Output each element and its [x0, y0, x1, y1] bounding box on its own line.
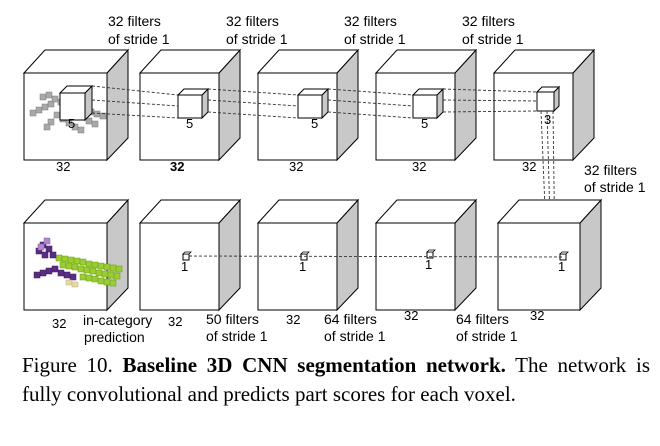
network-diagram: 32 filters of stride 1 32 filters of str… [22, 13, 646, 345]
bottom-size-label-3: 32 [286, 312, 300, 327]
connector-filter-label-b: of stride 1 [584, 179, 646, 195]
top-filter-label-2b: of stride 1 [226, 31, 288, 47]
top-filter-label-4b: of stride 1 [462, 31, 524, 47]
bottom-size-label-1: 32 [52, 316, 66, 331]
figure-caption: Figure 10. Baseline 3D CNN segmentation … [22, 351, 650, 409]
prediction-label-a: in-category [83, 312, 152, 328]
top-projection-lines [91, 85, 538, 119]
top-kernel-2 [176, 87, 210, 120]
caption-title: Baseline 3D CNN segmentation network. [122, 353, 506, 377]
top-filter-label-4a: 32 filters [462, 13, 515, 29]
top-kernel-1 [58, 84, 94, 122]
top-kernel-label-5: 3 [544, 112, 551, 127]
bottom-kernel-2 [300, 251, 310, 261]
bottom-filter-label-1a: 50 filters [206, 311, 259, 327]
bottom-filter-label-3a: 64 filters [456, 311, 509, 327]
top-kernel-label-2: 5 [186, 116, 193, 131]
top-filter-label-1b: of stride 1 [108, 31, 170, 47]
bottom-filter-label-2a: 64 filters [324, 311, 377, 327]
bottom-layer-1 [138, 198, 242, 312]
bottom-projection-line [188, 255, 563, 258]
caption-body: The network is fully convolutional and p… [22, 353, 650, 406]
bottom-kernel-label-1: 1 [181, 259, 188, 274]
top-kernel-5 [535, 85, 561, 113]
bottom-filter-label-3b: of stride 1 [456, 328, 518, 344]
top-layer-5 [492, 48, 596, 162]
bottom-filter-label-2b: of stride 1 [324, 328, 386, 344]
bottom-kernel-label-4: 1 [558, 259, 565, 274]
top-kernel-4 [411, 87, 445, 120]
top-filter-label-3a: 32 filters [344, 13, 397, 29]
top-kernel-label-1: 5 [68, 116, 75, 131]
top-size-label-4: 32 [412, 159, 426, 174]
connector-filter-label-a: 32 filters [584, 162, 637, 178]
caption-prefix: Figure 10. [22, 353, 123, 377]
bottom-filter-label-1b: of stride 1 [206, 328, 268, 344]
top-filter-label-1a: 32 filters [108, 13, 161, 29]
top-filter-label-3b: of stride 1 [344, 31, 406, 47]
bottom-kernel-label-2: 1 [299, 259, 306, 274]
top-kernel-label-3: 5 [311, 116, 318, 131]
top-filter-label-2a: 32 filters [226, 13, 279, 29]
prediction-voxel-airplane [33, 237, 123, 288]
bottom-kernel-1 [182, 251, 192, 261]
prediction-label-b: prediction [84, 329, 145, 345]
bottom-layer-3 [374, 198, 478, 312]
bottom-size-label-2: 32 [168, 314, 182, 329]
top-size-label-1: 32 [56, 159, 70, 174]
bottom-size-label-5: 32 [530, 308, 544, 323]
top-size-label-5: 32 [522, 159, 536, 174]
top-size-label-2: 32 [170, 159, 184, 174]
top-size-label-3: 32 [289, 159, 303, 174]
bottom-prediction-cube [22, 198, 130, 312]
bottom-layer-2 [256, 198, 360, 312]
bottom-size-label-4: 32 [404, 308, 418, 323]
bottom-kernel-3 [426, 249, 436, 259]
bottom-layer-4 [496, 198, 603, 312]
top-kernel-label-4: 5 [421, 116, 428, 131]
bottom-kernel-label-3: 1 [425, 257, 432, 272]
top-kernel-3 [296, 87, 330, 120]
